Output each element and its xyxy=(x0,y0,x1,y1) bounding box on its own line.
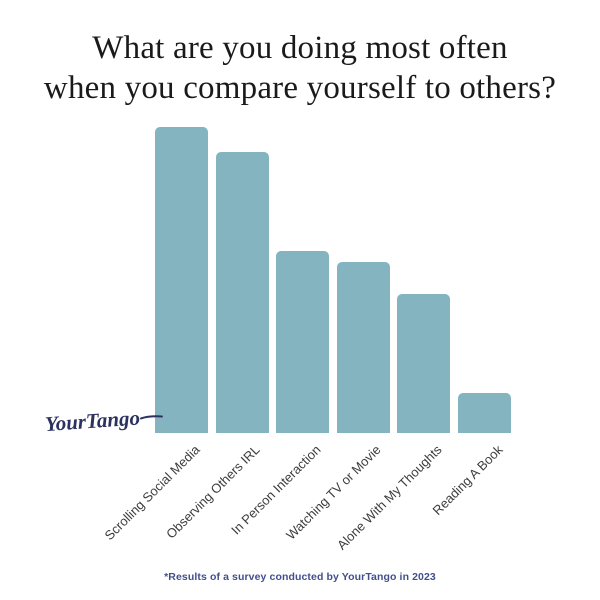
bar xyxy=(458,393,511,433)
chart-title-line1: What are you doing most often xyxy=(92,30,508,66)
yourtango-logo: YourTango xyxy=(44,406,163,437)
bar xyxy=(397,294,451,433)
bar xyxy=(155,127,208,433)
yourtango-logo-text: YourTango xyxy=(44,406,140,437)
survey-footnote: *Results of a survey conducted by YourTa… xyxy=(164,571,436,583)
bar xyxy=(276,251,330,433)
chart-title-line2: when you compare yourself to others? xyxy=(43,70,557,106)
bar xyxy=(336,262,390,433)
logo-swash xyxy=(139,415,163,420)
bar xyxy=(215,152,269,433)
chart-title: What are you doing most often when you c… xyxy=(0,28,600,108)
